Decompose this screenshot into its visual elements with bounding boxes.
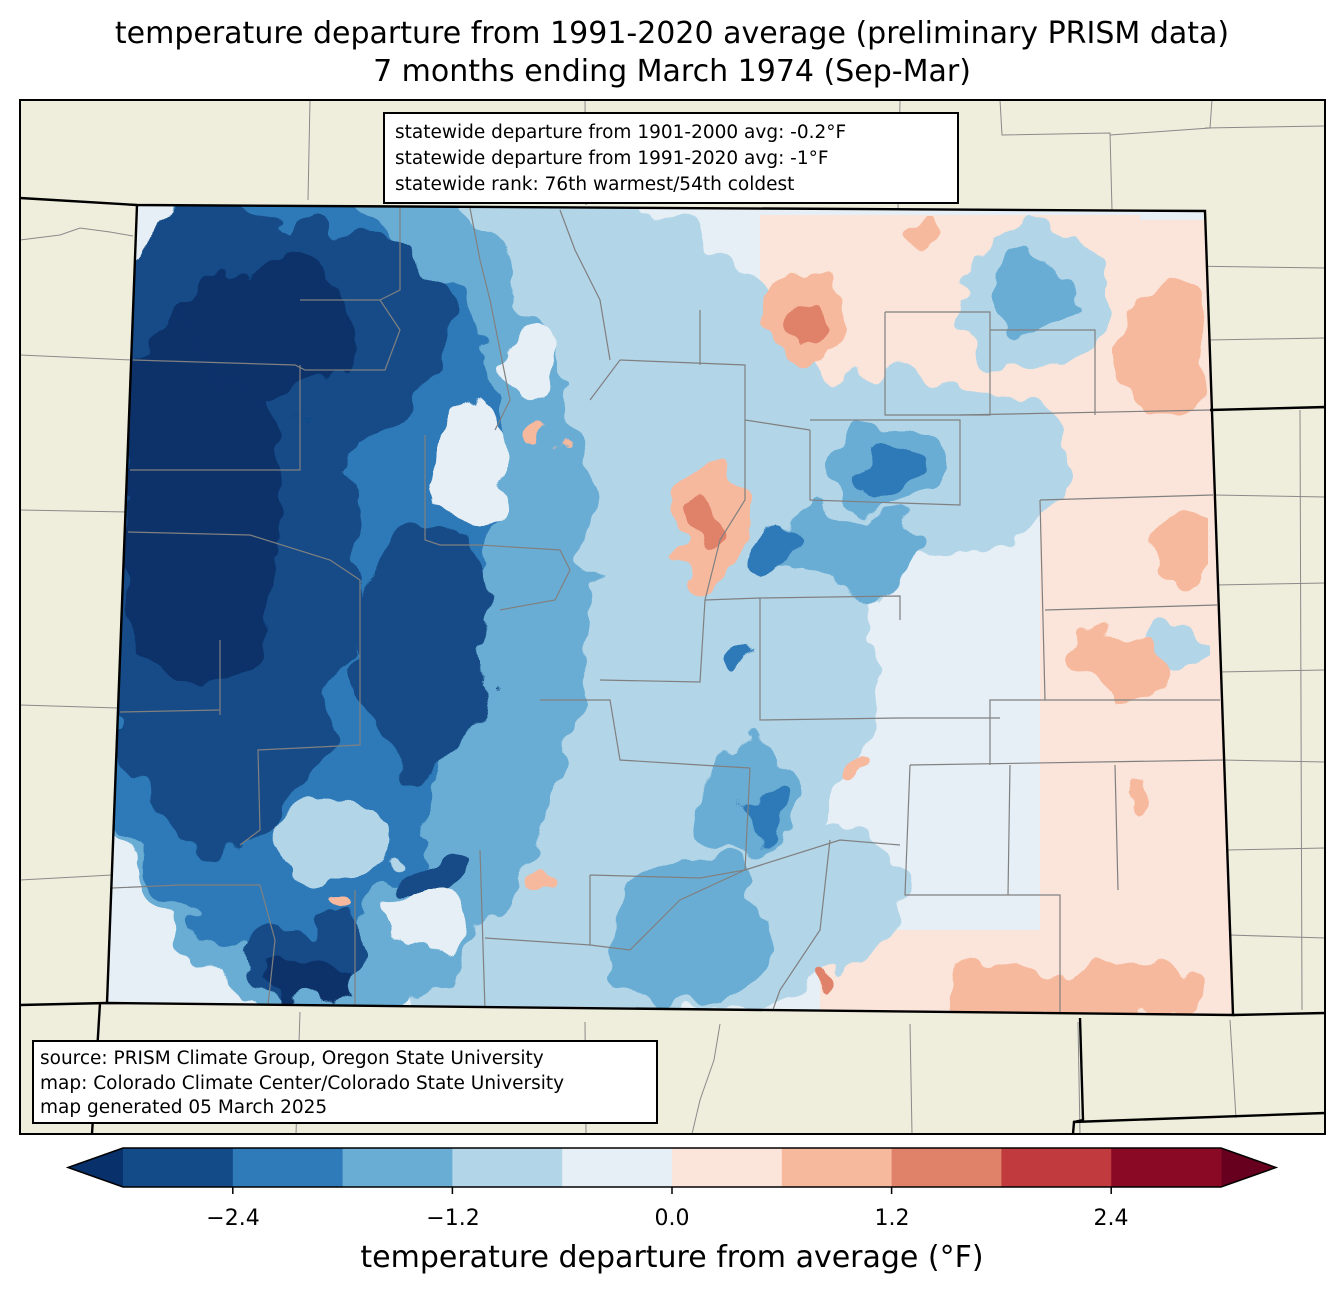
colorbar-bin <box>232 1148 344 1187</box>
county-lines <box>111 207 1226 1015</box>
departure-1991-2020: statewide departure from 1991-2020 avg: … <box>395 148 829 169</box>
colorbar-bin <box>123 1148 234 1187</box>
colorbar-tick-label: −2.4 <box>206 1206 260 1231</box>
colorbar <box>65 1147 1279 1194</box>
colorbar-extend-low <box>68 1148 123 1187</box>
departure-1901-2000: statewide departure from 1901-2000 avg: … <box>395 122 847 143</box>
colorbar-extend-high <box>1221 1148 1276 1187</box>
colorbar-bin <box>1001 1148 1112 1187</box>
colorbar-bin <box>342 1148 453 1187</box>
map-frame <box>19 99 1326 1135</box>
colorbar-tick-label: −1.2 <box>426 1206 480 1231</box>
map-subtitle: 7 months ending March 1974 (Sep-Mar) <box>373 54 971 89</box>
map-credit: map: Colorado Climate Center/Colorado St… <box>40 1072 565 1094</box>
colorbar-bin <box>781 1148 893 1187</box>
statistics-box: statewide departure from 1901-2000 avg: … <box>383 112 959 204</box>
colorbar-tick-label: 1.2 <box>874 1206 910 1231</box>
colorbar-tick-label: 2.4 <box>1093 1206 1129 1231</box>
generated-date: map generated 05 March 2025 <box>40 1097 328 1118</box>
statewide-rank: statewide rank: 76th warmest/54th coldes… <box>395 174 795 195</box>
colorbar-tick-label: 0.0 <box>654 1206 690 1231</box>
source-credit: source: PRISM Climate Group, Oregon Stat… <box>40 1048 544 1069</box>
state-boundaries <box>20 196 1325 1134</box>
colorbar-bin <box>452 1148 563 1187</box>
map-title: temperature departure from 1991-2020 ave… <box>114 16 1230 51</box>
temperature-field <box>107 205 1233 1015</box>
colorbar-label: temperature departure from average (°F) <box>360 1240 984 1275</box>
colorbar-bin <box>562 1148 673 1187</box>
colorbar-bin <box>1111 1148 1222 1187</box>
colorbar-bin <box>891 1148 1002 1187</box>
source-box: source: PRISM Climate Group, Oregon Stat… <box>32 1040 658 1124</box>
colorbar-bin <box>672 1148 783 1187</box>
colorbar-outline <box>65 1147 1279 1188</box>
